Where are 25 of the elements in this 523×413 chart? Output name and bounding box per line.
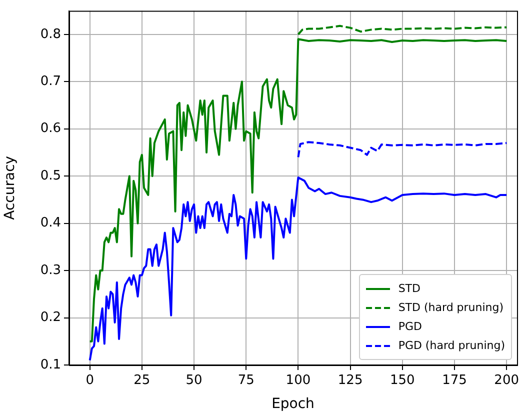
x-tick-label: 0 — [86, 373, 94, 388]
x-tick-label: 125 — [338, 373, 363, 388]
x-tick-label: 25 — [134, 373, 150, 388]
legend-label: STD — [398, 281, 420, 297]
legend-label: PGD — [398, 319, 422, 335]
y-tick-label: 0.8 — [40, 26, 61, 42]
y-tick-label: 0.2 — [40, 310, 61, 326]
y-tick-label: 0.6 — [40, 121, 61, 136]
line-series — [297, 141, 508, 158]
y-axis-title: Accuracy — [2, 156, 18, 220]
x-tick-label: 100 — [286, 373, 311, 388]
legend-label: STD (hard pruning) — [398, 300, 504, 316]
x-tick-label: 175 — [442, 373, 467, 388]
y-tick-label: 0.4 — [40, 216, 61, 231]
x-tick-label: 75 — [238, 373, 254, 388]
y-tick-label: 0.3 — [40, 262, 61, 278]
x-axis-title: Epoch — [272, 396, 314, 412]
y-tick-label: 0.7 — [40, 74, 61, 90]
x-tick-label: 200 — [494, 373, 519, 388]
y-tick-label: 0.5 — [40, 168, 61, 184]
line-series — [297, 24, 508, 36]
legend-label: PGD (hard pruning) — [398, 338, 505, 354]
x-tick-label: 50 — [186, 373, 202, 388]
y-tick-label: 0.1 — [40, 357, 61, 372]
x-tick-label: 150 — [390, 373, 415, 388]
